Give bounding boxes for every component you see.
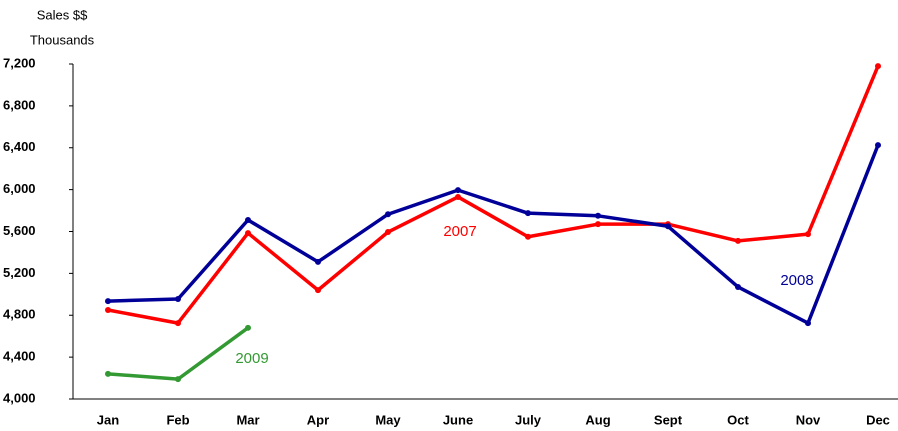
point — [175, 320, 181, 327]
point — [735, 237, 741, 244]
y-tick-label: 6,400 — [3, 139, 36, 154]
x-tick-label: Sept — [654, 412, 683, 427]
point — [175, 296, 181, 303]
x-tick-label: July — [515, 412, 542, 427]
y-axis-title: Thousands — [30, 32, 95, 47]
x-tick-label: Nov — [796, 412, 821, 427]
x-tick-label: Dec — [866, 412, 890, 427]
series-label: 2009 — [235, 350, 268, 367]
line — [107, 326, 250, 381]
point — [385, 211, 391, 218]
point — [805, 231, 811, 238]
x-tick-label: Apr — [307, 412, 329, 427]
line — [107, 144, 880, 325]
y-tick-label: 4,000 — [3, 390, 36, 405]
series-label: 2007 — [443, 223, 476, 240]
point — [245, 216, 251, 223]
point — [595, 212, 601, 219]
point — [525, 233, 531, 240]
point — [805, 320, 811, 327]
point — [455, 187, 461, 194]
y-tick-label: 7,200 — [3, 55, 36, 70]
x-tick-label: May — [375, 412, 401, 427]
y-tick-label: 6,800 — [3, 97, 36, 112]
point — [875, 142, 881, 149]
x-tick-label: Feb — [166, 412, 189, 427]
point — [665, 223, 671, 230]
point — [175, 376, 181, 383]
x-tick-label: June — [443, 412, 473, 427]
point — [315, 287, 321, 294]
series-label: 2008 — [780, 272, 813, 289]
point — [385, 229, 391, 236]
y-tick-label: 6,000 — [3, 181, 36, 196]
point — [105, 370, 111, 377]
point — [105, 307, 111, 314]
point — [105, 298, 111, 305]
y-tick-label: 4,400 — [3, 349, 36, 364]
point — [595, 221, 601, 228]
x-tick-label: Mar — [236, 412, 259, 427]
point — [525, 210, 531, 217]
y-tick-label: 5,200 — [3, 265, 36, 280]
y-tick-label: 5,600 — [3, 223, 36, 238]
x-tick-label: Jan — [97, 412, 119, 427]
point — [245, 230, 251, 237]
point — [245, 324, 251, 331]
point — [875, 63, 881, 70]
line — [107, 65, 880, 325]
y-tick-label: 4,800 — [3, 307, 36, 322]
point — [315, 258, 321, 265]
point — [455, 193, 461, 200]
x-tick-label: Oct — [727, 412, 749, 427]
y-axis-title: Sales $$ — [37, 7, 88, 22]
point — [735, 283, 741, 290]
x-tick-label: Aug — [585, 412, 610, 427]
